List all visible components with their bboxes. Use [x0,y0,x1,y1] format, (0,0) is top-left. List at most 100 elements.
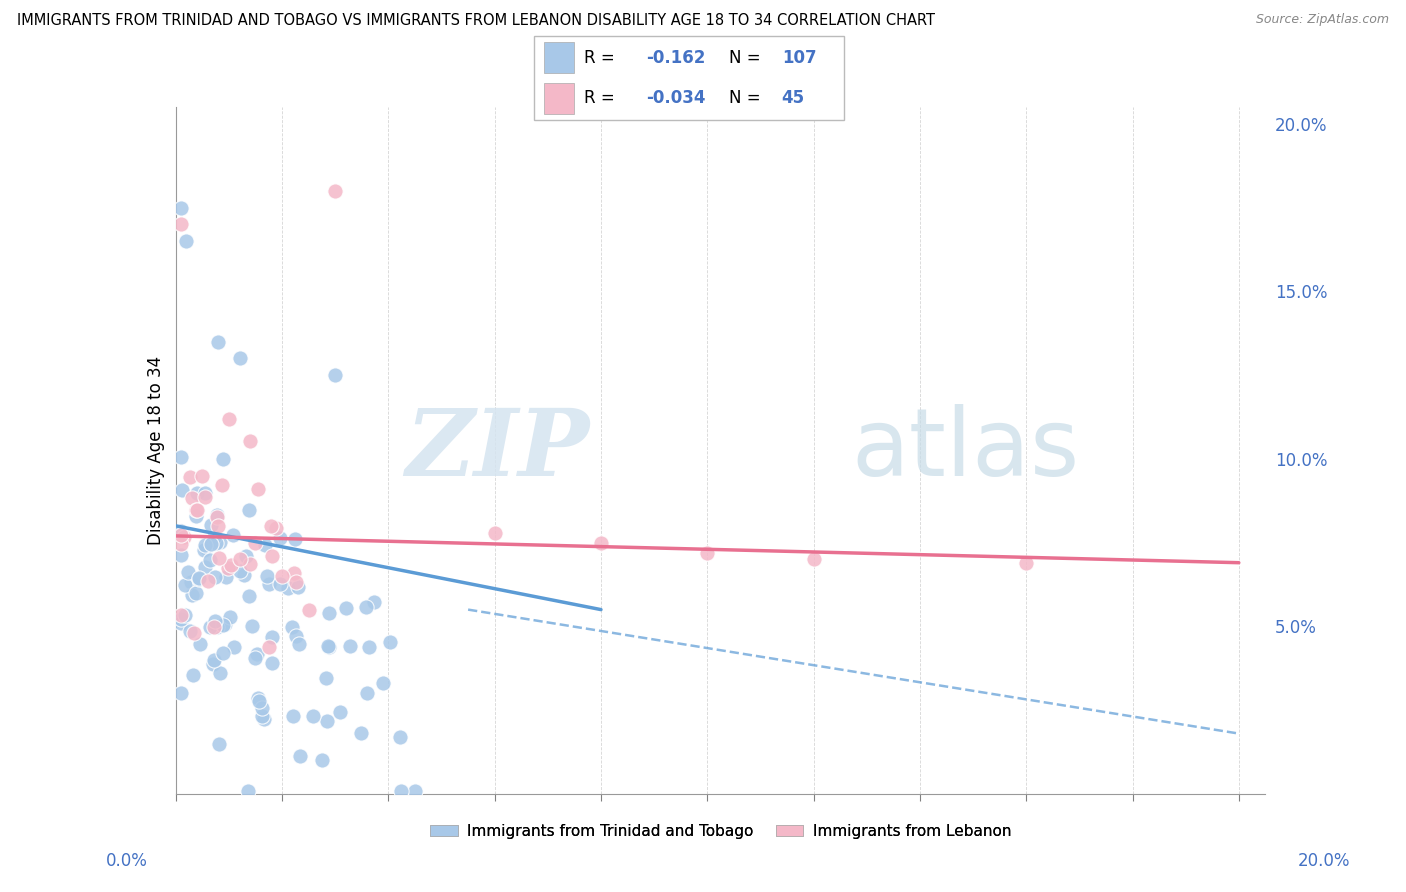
Point [484,525,506,540]
Point [170,686,193,700]
Point [256,569,278,583]
Text: 45: 45 [782,89,804,107]
Point [228,351,250,366]
Point [180,491,202,506]
Point [218,411,240,425]
Point [315,714,337,728]
FancyBboxPatch shape [534,36,844,120]
Point [246,483,269,497]
Text: N =: N = [730,49,761,67]
Point [589,535,612,549]
Text: ZIP: ZIP [405,406,591,495]
Point [183,626,205,640]
Point [181,588,204,602]
Point [194,490,217,504]
Point [247,693,270,707]
Point [179,624,201,638]
Point [243,651,266,665]
Point [202,620,225,634]
Point [323,368,346,382]
Point [277,581,299,595]
Point [228,552,250,566]
Point [323,184,346,198]
Point [194,559,217,574]
Point [170,217,193,231]
Point [356,686,378,700]
Point [253,538,276,552]
Point [354,600,377,615]
Point [186,503,208,517]
Point [170,524,193,538]
Point [335,600,357,615]
Point [205,535,228,549]
Point [170,536,193,550]
Point [170,450,193,464]
Point [204,614,226,628]
Point [281,620,304,634]
Point [186,486,208,500]
Point [170,616,193,631]
Point [207,519,229,533]
Point [239,557,262,571]
Point [301,708,323,723]
Point [176,234,198,248]
Point [245,535,267,549]
Point [283,709,305,723]
Point [173,578,195,592]
Point [201,657,224,672]
Point [186,586,208,600]
FancyBboxPatch shape [544,83,575,113]
Point [235,549,257,563]
Point [202,530,225,544]
Point [253,712,276,726]
Point [404,783,426,797]
Point [246,690,269,705]
Point [170,612,193,626]
Point [239,434,262,448]
Point [188,572,211,586]
Text: 107: 107 [782,49,817,67]
Point [205,620,228,634]
Point [194,538,217,552]
Point [246,647,269,661]
Point [177,566,200,580]
Point [339,639,361,653]
Point [318,606,340,620]
Point [219,558,242,572]
Point [202,653,225,667]
Point [269,577,291,591]
Point [200,518,222,533]
Point [260,519,283,533]
Text: atlas: atlas [852,404,1080,497]
Point [170,483,193,498]
Point [184,509,207,524]
Point [240,619,263,633]
Text: 0.0%: 0.0% [105,852,148,870]
Point [170,201,193,215]
Point [378,635,401,649]
Point [262,657,284,671]
Point [363,595,385,609]
Point [195,541,218,555]
Text: N =: N = [730,89,761,107]
Point [191,468,214,483]
Point [198,553,221,567]
Point [212,618,235,632]
Point [181,667,204,681]
Point [318,640,340,654]
Text: 20.0%: 20.0% [1298,852,1350,870]
Point [357,640,380,654]
Point [188,637,211,651]
Point [269,531,291,545]
Point [204,570,226,584]
FancyBboxPatch shape [544,43,575,73]
Point [311,752,333,766]
Text: IMMIGRANTS FROM TRINIDAD AND TOBAGO VS IMMIGRANTS FROM LEBANON DISABILITY AGE 18: IMMIGRANTS FROM TRINIDAD AND TOBAGO VS I… [17,13,935,29]
Point [1015,556,1038,570]
Point [315,671,337,685]
Point [388,730,411,744]
Point [250,708,273,723]
Point [170,607,193,622]
Point [214,616,236,631]
Point [208,535,231,549]
